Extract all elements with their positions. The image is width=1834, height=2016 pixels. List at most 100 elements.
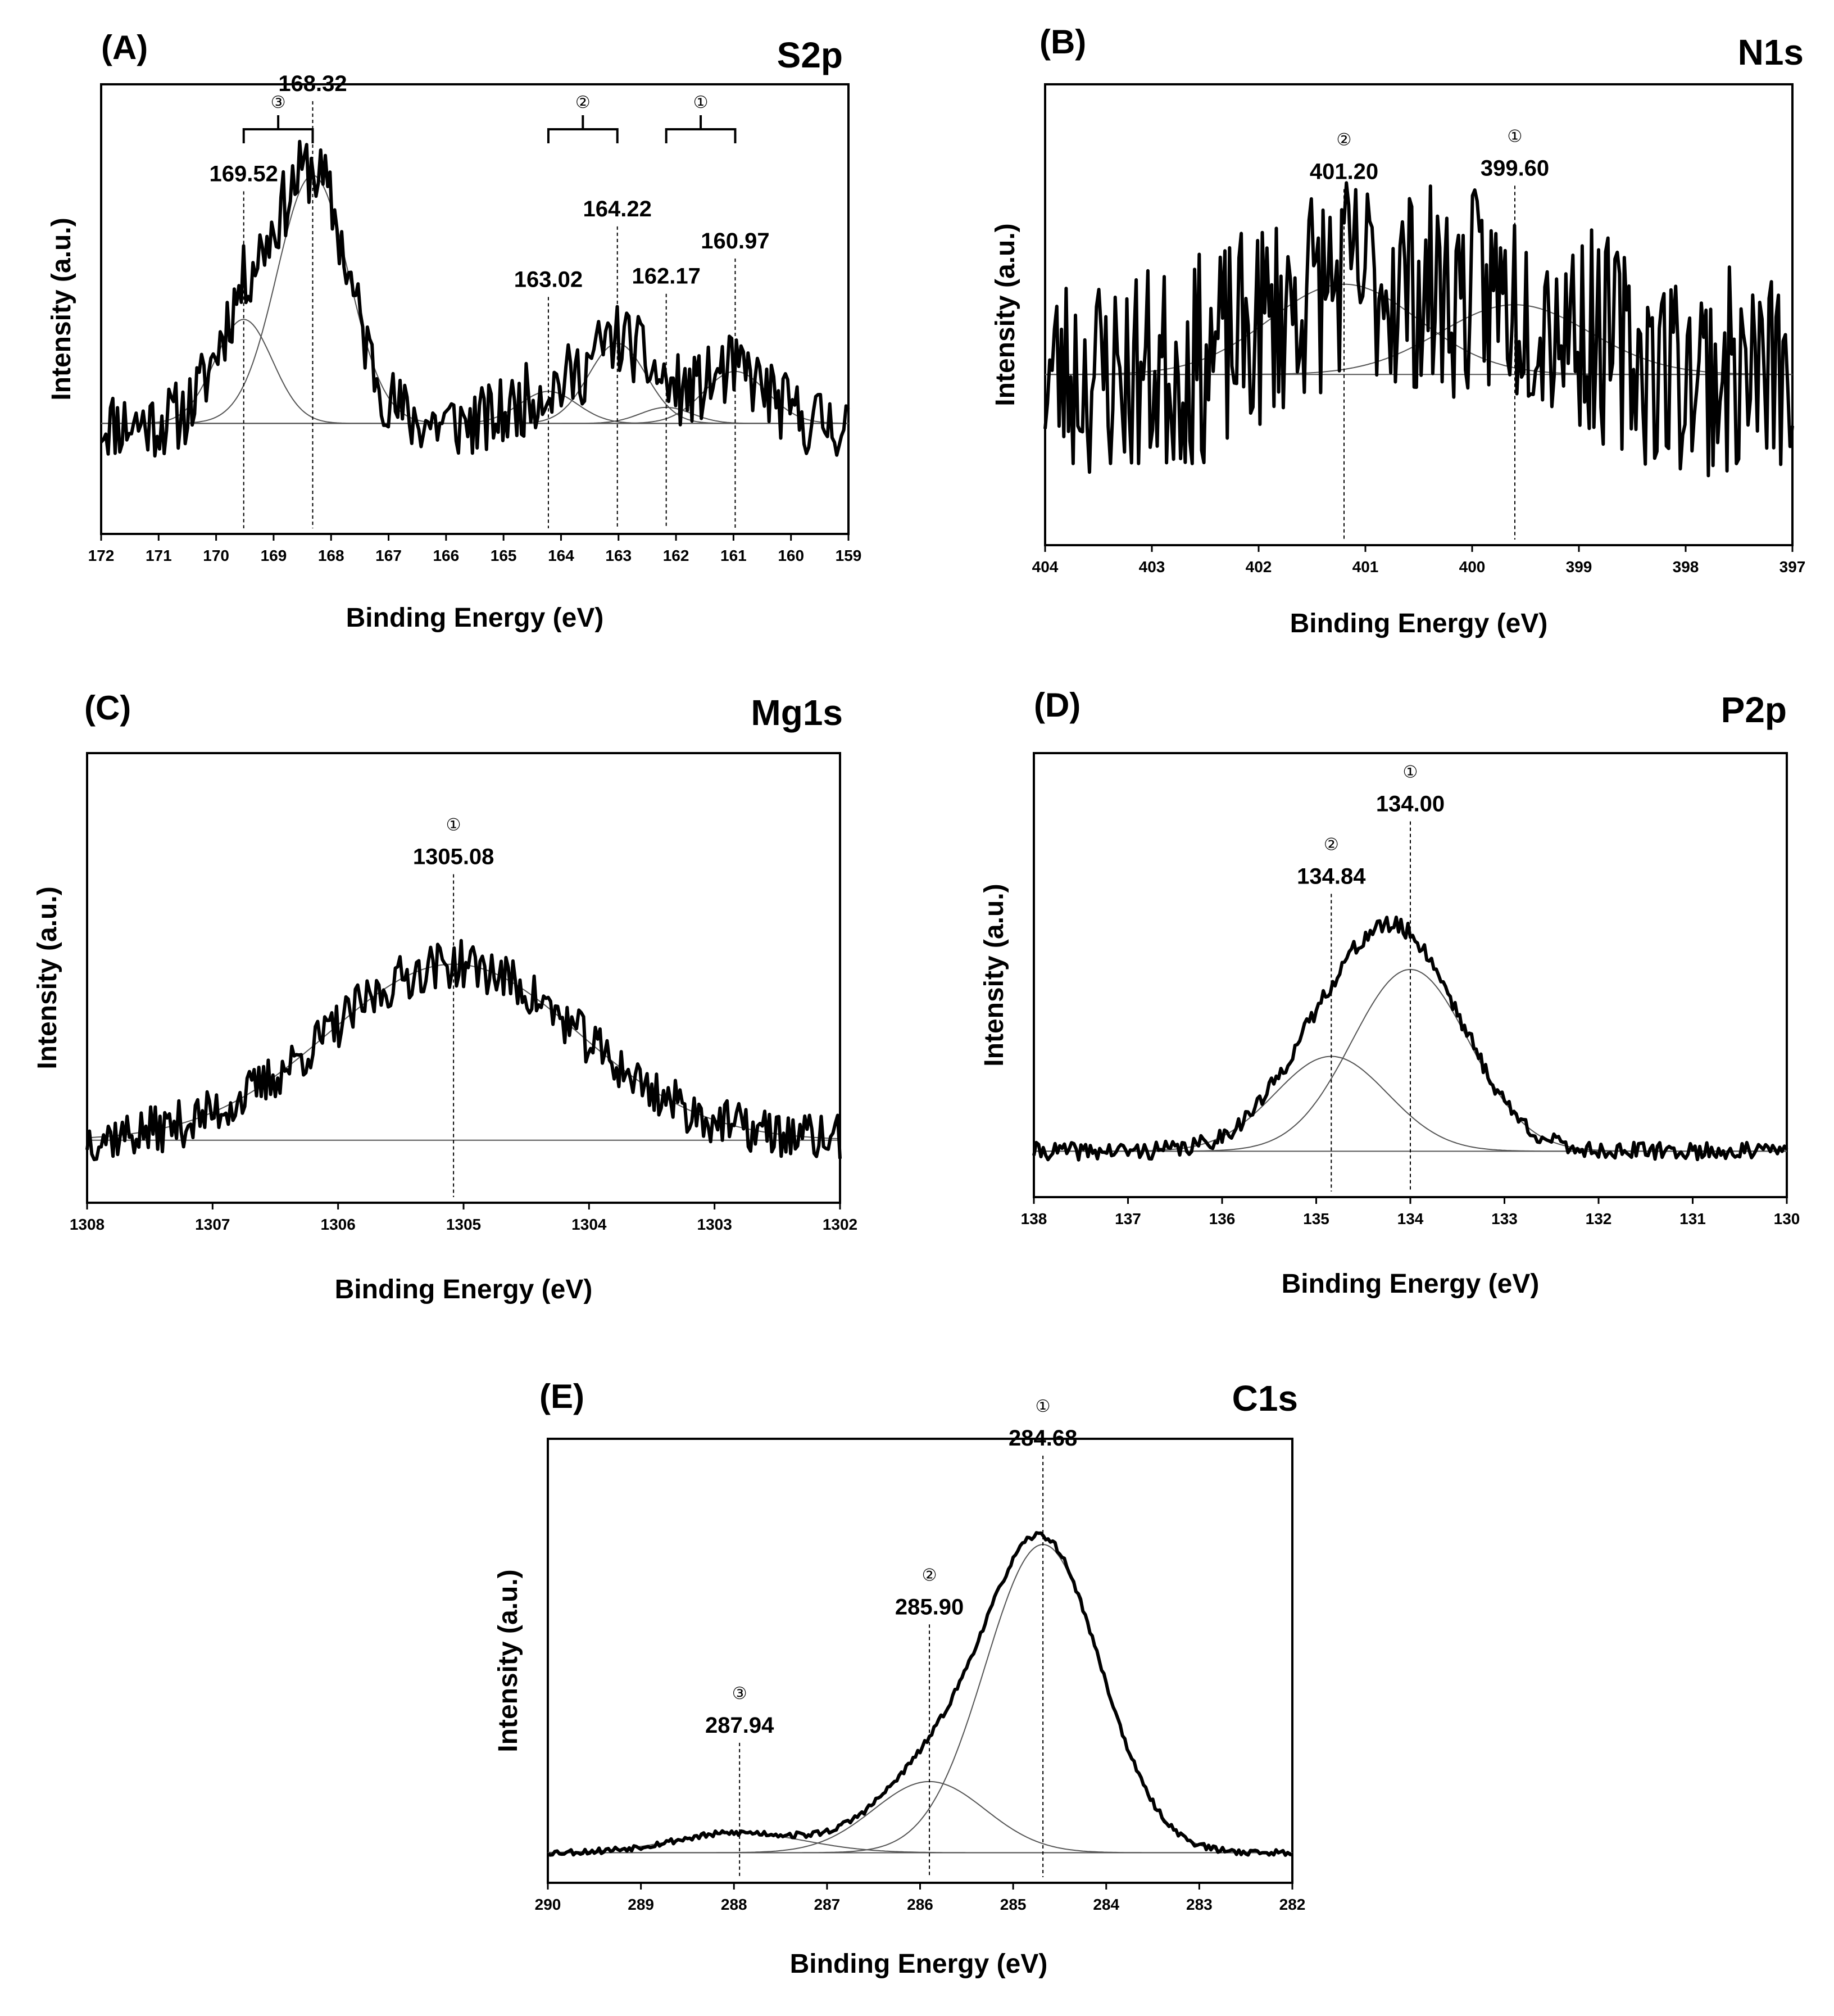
x-tick-label: 401 [1352,558,1379,576]
x-tick-label: 288 [721,1896,747,1913]
raw-spectrum [85,939,842,1162]
x-tick-label: 137 [1115,1210,1141,1227]
x-tick-label: 135 [1303,1210,1329,1227]
peak-label: 162.17 [632,264,701,289]
x-tick-label: 287 [814,1896,841,1913]
x-tick-label: 167 [375,547,402,564]
raw-spectrum [547,1531,1293,1857]
panel-d: (D) P2p 138 137 136 135 134 133 132 131 130 Binding… [979,686,1800,1299]
peak-label: 163.02 [514,267,583,292]
x-tick-label: 134 [1397,1210,1424,1227]
x-tick-label: 399 [1566,558,1592,576]
x-tick-label: 162 [663,547,689,564]
x-axis-label: Binding Energy (eV) [346,603,604,633]
y-axis-label: Intensity (a.u.) [33,886,62,1069]
peak-marker-1: ① [1403,763,1418,782]
panel-letter: (B) [1039,23,1086,61]
x-tick-label: 1308 [70,1216,105,1233]
panel-c: (C) Mg1s 1308 1307 1306 1305 1304 1303 1302 Bindi… [33,689,857,1304]
panel-letter: (A) [101,29,148,66]
group-marker-2: ② [575,93,591,112]
x-tick-label: 131 [1679,1210,1706,1227]
peak-label: 401.20 [1310,160,1378,184]
x-tick-label: 168 [318,547,344,564]
peak-label: 1305.08 [413,845,494,869]
x-tick-label: 165 [491,547,517,564]
peak-marker-3: ③ [732,1684,747,1703]
x-tick-label: 161 [720,547,747,564]
x-tick-label: 283 [1186,1896,1213,1913]
peak-label: 169.52 [210,161,278,186]
peak-marker-2: ② [1337,131,1352,149]
x-tick-label: 1302 [823,1216,857,1233]
x-tick-label: 403 [1139,558,1165,576]
panel-title: Mg1s [751,692,843,733]
peak-marker-2: ② [1324,835,1339,854]
x-tick-label: 286 [907,1896,933,1913]
x-tick-label: 398 [1673,558,1699,576]
plot-frame [1044,83,1794,546]
x-tick-label: 285 [1000,1896,1027,1913]
panel-title: P2p [1721,690,1787,730]
panel-title: N1s [1738,32,1804,73]
x-tick-label: 166 [433,547,459,564]
raw-spectrum [1032,916,1788,1162]
peak-marker-2: ② [922,1566,937,1584]
panel-e: (E) C1s 290 289 288 287 286 285 284 283 282 Binding… [493,1378,1305,1979]
x-tick-label: 170 [203,547,229,564]
x-axis-label: Binding Energy (eV) [1282,1269,1540,1299]
x-tick-label: 397 [1779,558,1806,576]
x-tick-label: 289 [628,1896,654,1913]
x-tick-label: 130 [1774,1210,1800,1227]
x-tick-label: 172 [88,547,115,564]
peak-label: 164.22 [583,197,652,221]
y-axis-label: Intensity (a.u.) [493,1569,523,1752]
peak-marker-1: ① [1508,127,1523,146]
x-tick-label: 1306 [321,1216,356,1233]
panels-group: (A) S2p 172 171 170 169 168 167 166 165 164 163 162 1… [33,23,1805,1979]
group-marker-3: ③ [271,93,286,112]
x-tick-label: 164 [548,547,574,564]
x-tick-label: 284 [1093,1896,1119,1913]
peak-label: 134.84 [1297,864,1366,889]
x-tick-label: 136 [1209,1210,1236,1227]
x-tick-label: 290 [535,1896,561,1913]
panel-letter: (C) [84,689,131,727]
x-tick-label: 132 [1586,1210,1612,1227]
x-axis-label: Binding Energy (eV) [1290,609,1548,638]
x-tick-label: 171 [146,547,172,564]
peak-label: 284.68 [1009,1426,1077,1451]
x-tick-label: 160 [778,547,804,564]
x-tick-label: 400 [1459,558,1486,576]
y-axis-label: Intensity (a.u.) [991,223,1020,406]
x-tick-label: 282 [1279,1896,1306,1913]
x-tick-label: 169 [261,547,287,564]
peak-label: 168.32 [278,71,347,96]
peak-label: 160.97 [701,229,769,253]
peak-label: 287.94 [705,1713,774,1738]
y-axis-label: Intensity (a.u.) [47,218,76,400]
x-axis-label: Binding Energy (eV) [335,1275,593,1304]
y-axis-label: Intensity (a.u.) [979,884,1009,1066]
x-tick-label: 159 [836,547,862,564]
x-tick-label: 1304 [571,1216,607,1233]
peak-label: 134.00 [1376,792,1445,817]
panel-a: (A) S2p 172 171 170 169 168 167 166 165 164 163 162 1… [47,29,861,633]
x-tick-label: 1303 [697,1216,732,1233]
panel-title: S2p [777,35,843,75]
panel-title: C1s [1232,1378,1298,1419]
peak-label: 285.90 [895,1594,964,1619]
x-axis-label: Binding Energy (eV) [790,1949,1048,1979]
x-tick-label: 138 [1021,1210,1047,1227]
panel-b: (B) N1s 404 403 402 401 400 399 398 397 Binding En… [991,23,1805,638]
raw-spectrum [1043,181,1794,478]
x-tick-label: 404 [1032,558,1059,576]
peak-marker-1: ① [1036,1397,1051,1416]
panel-letter: (E) [539,1378,584,1415]
x-tick-label: 1305 [446,1216,481,1233]
x-tick-label: 1307 [195,1216,230,1233]
plot-frame [100,83,850,535]
panel-letter: (D) [1034,686,1081,724]
group-marker-1: ① [693,93,709,112]
